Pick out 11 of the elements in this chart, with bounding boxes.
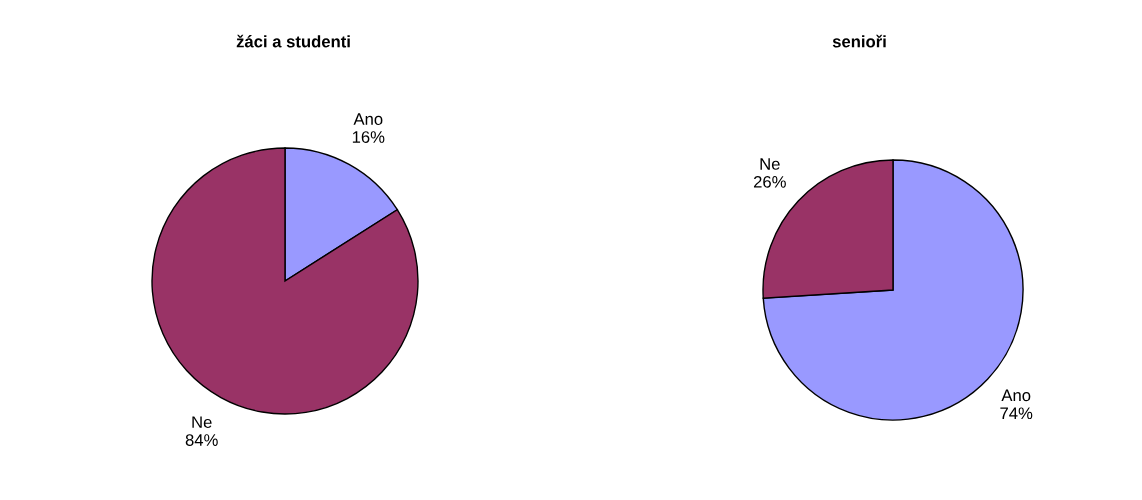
- slice-label: Ano: [353, 113, 383, 125]
- data-label: 84%: [185, 434, 218, 446]
- slice-label: Ano: [1001, 389, 1031, 402]
- slice-label: Ne: [760, 158, 780, 170]
- data-label: 16%: [352, 131, 385, 143]
- pie-slice: [151, 147, 419, 415]
- data-label: 74%: [1000, 407, 1033, 420]
- chart-title: senioři: [832, 34, 886, 48]
- chart-title: žáci a studenti: [236, 34, 350, 48]
- data-label: 26%: [753, 175, 786, 188]
- slice-label: Ne: [192, 416, 212, 429]
